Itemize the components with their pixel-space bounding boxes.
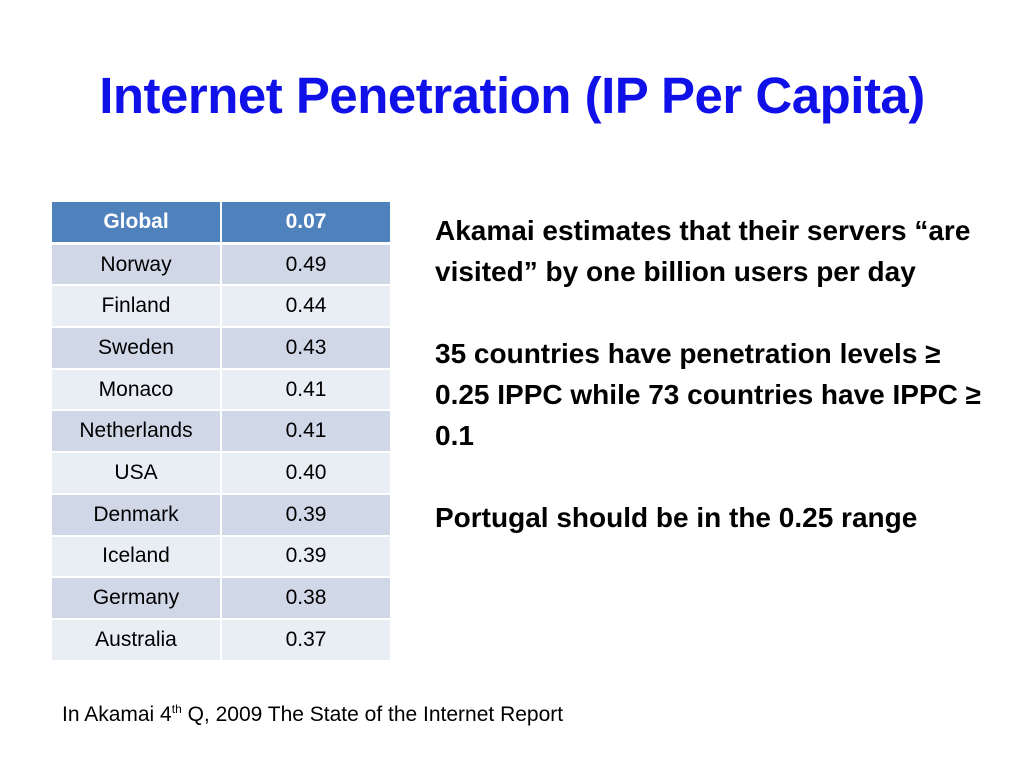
- value-cell: 0.40: [221, 452, 392, 495]
- value-cell: 0.49: [221, 243, 392, 287]
- country-cell: Denmark: [52, 493, 222, 537]
- table-row: Norway 0.49: [52, 243, 392, 287]
- table-header-row: Global 0.07: [52, 202, 392, 245]
- value-cell: 0.44: [221, 285, 392, 329]
- source-citation: In Akamai 4th Q, 2009 The State of the I…: [62, 703, 563, 727]
- table-row: Sweden 0.43: [52, 327, 392, 370]
- value-cell: 0.43: [221, 327, 392, 370]
- table-row: Denmark 0.39: [52, 493, 392, 537]
- header-value: 0.07: [221, 202, 392, 245]
- country-cell: Germany: [52, 577, 222, 620]
- notes-text-block: Akamai estimates that their servers “are…: [435, 210, 995, 579]
- note-penetration-levels: 35 countries have penetration levels ≥ 0…: [435, 338, 982, 451]
- country-cell: Sweden: [52, 327, 222, 370]
- country-cell: Netherlands: [52, 410, 222, 454]
- header-label: Global: [52, 202, 222, 245]
- table-row: Monaco 0.41: [52, 368, 392, 412]
- country-cell: Norway: [52, 243, 222, 287]
- table-row: Finland 0.44: [52, 285, 392, 329]
- value-cell: 0.39: [221, 535, 392, 579]
- value-cell: 0.37: [221, 618, 392, 662]
- note-portugal: Portugal should be in the 0.25 range: [435, 502, 918, 533]
- country-cell: USA: [52, 452, 222, 495]
- source-superscript: th: [171, 702, 182, 716]
- value-cell: 0.41: [221, 410, 392, 454]
- value-cell: 0.38: [221, 577, 392, 620]
- table-row: USA 0.40: [52, 452, 392, 495]
- note-akamai-visits: Akamai estimates that their servers “are…: [435, 215, 971, 287]
- value-cell: 0.41: [221, 368, 392, 412]
- country-cell: Iceland: [52, 535, 222, 579]
- table-row: Germany 0.38: [52, 577, 392, 620]
- table-row: Netherlands 0.41: [52, 410, 392, 454]
- penetration-table: Global 0.07 Norway 0.49 Finland 0.44 Swe…: [52, 202, 392, 662]
- source-suffix: Q, 2009 The State of the Internet Report: [181, 703, 564, 726]
- country-cell: Finland: [52, 285, 222, 329]
- data-table: Global 0.07 Norway 0.49 Finland 0.44 Swe…: [52, 202, 392, 662]
- value-cell: 0.39: [221, 493, 392, 537]
- source-prefix: In Akamai 4: [62, 703, 172, 726]
- table-row: Australia 0.37: [52, 618, 392, 662]
- country-cell: Australia: [52, 618, 222, 662]
- slide-title: Internet Penetration (IP Per Capita): [99, 67, 925, 124]
- table-row: Iceland 0.39: [52, 535, 392, 579]
- country-cell: Monaco: [52, 368, 222, 412]
